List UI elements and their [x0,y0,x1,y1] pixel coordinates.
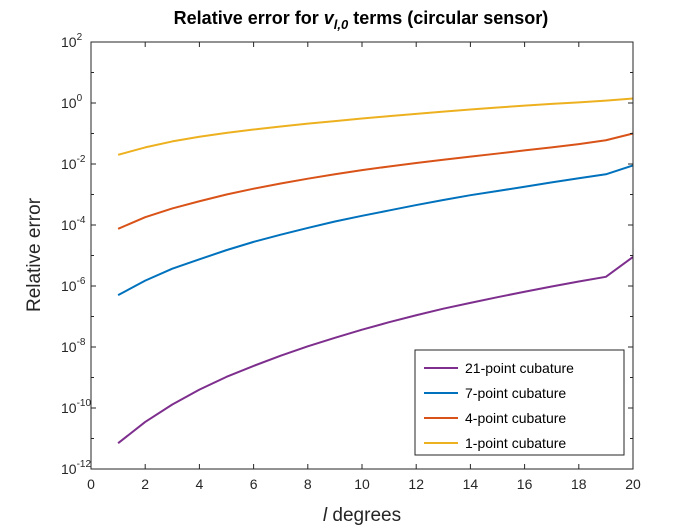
y-tick-label-base: 10 [61,400,77,416]
x-tick-label: 20 [625,476,641,492]
y-axis-label: Relative error [24,197,45,312]
y-tick-label-power: -10 [77,398,92,409]
legend-label-3: 4-point cubature [465,410,566,426]
y-tick-label-power: 2 [77,32,83,43]
x-axis-label-symbol: l [323,505,328,526]
y-tick-label-base: 10 [61,461,77,477]
series-line-3 [117,132,634,230]
legend: 21-point cubature 7-point cubature 4-point… [414,349,625,456]
chart-title-subscript: l,0 [334,17,349,32]
y-tick-label-base: 10 [61,217,77,233]
y-tick-label-base: 10 [61,95,77,111]
y-tick-label: 10-10 [61,398,91,416]
chart-title-suffix: terms (circular sensor) [348,8,548,28]
x-tick-label: 6 [250,476,258,492]
y-tick-label: 10-4 [61,215,86,233]
x-tick-label: 12 [408,476,424,492]
y-tick-label: 100 [61,93,83,111]
legend-label-2: 7-point cubature [465,385,566,401]
series-line-1 [117,256,634,445]
y-tick-label-base: 10 [61,339,77,355]
y-tick-label-power: -12 [77,459,92,470]
x-tick-label: 8 [304,476,312,492]
y-tick-label-power: -4 [77,215,86,226]
x-axis-label: l degrees [323,505,401,526]
y-tick-label: 102 [61,32,83,50]
y-tick-label: 10-2 [61,154,86,172]
chart-title-symbol: v [324,8,335,28]
y-tick-label-base: 10 [61,278,77,294]
y-tick-label-power: -2 [77,154,86,165]
x-axis-label-text: degrees [327,505,401,526]
chart-title: Relative error for vl,0 terms (circular … [174,8,549,32]
series-lines [117,97,634,445]
y-tick-label: 10-12 [61,459,91,477]
y-tick-label: 10-6 [61,276,86,294]
y-tick-label-base: 10 [61,156,77,172]
axes: 0 2 4 6 8 10 12 14 16 18 2010-1210-1010-810-610-41… [61,32,641,492]
y-tick-label-base: 10 [61,34,77,50]
x-tick-label: 0 [87,476,95,492]
x-tick-label: 18 [571,476,587,492]
series-line-4 [117,97,634,156]
legend-label-1: 21-point cubature [465,360,574,376]
x-tick-label: 2 [141,476,149,492]
y-tick-label-power: -8 [77,337,86,348]
x-tick-label: 14 [463,476,479,492]
y-tick-label: 10-8 [61,337,86,355]
chart-title-prefix: Relative error for [174,8,324,28]
y-tick-label-power: -6 [77,276,86,287]
series-line-2 [117,164,634,297]
x-tick-label: 4 [196,476,204,492]
y-tick-label-power: 0 [77,93,83,104]
x-tick-label: 16 [517,476,533,492]
legend-label-4: 1-point cubature [465,435,566,451]
x-tick-label: 10 [354,476,370,492]
